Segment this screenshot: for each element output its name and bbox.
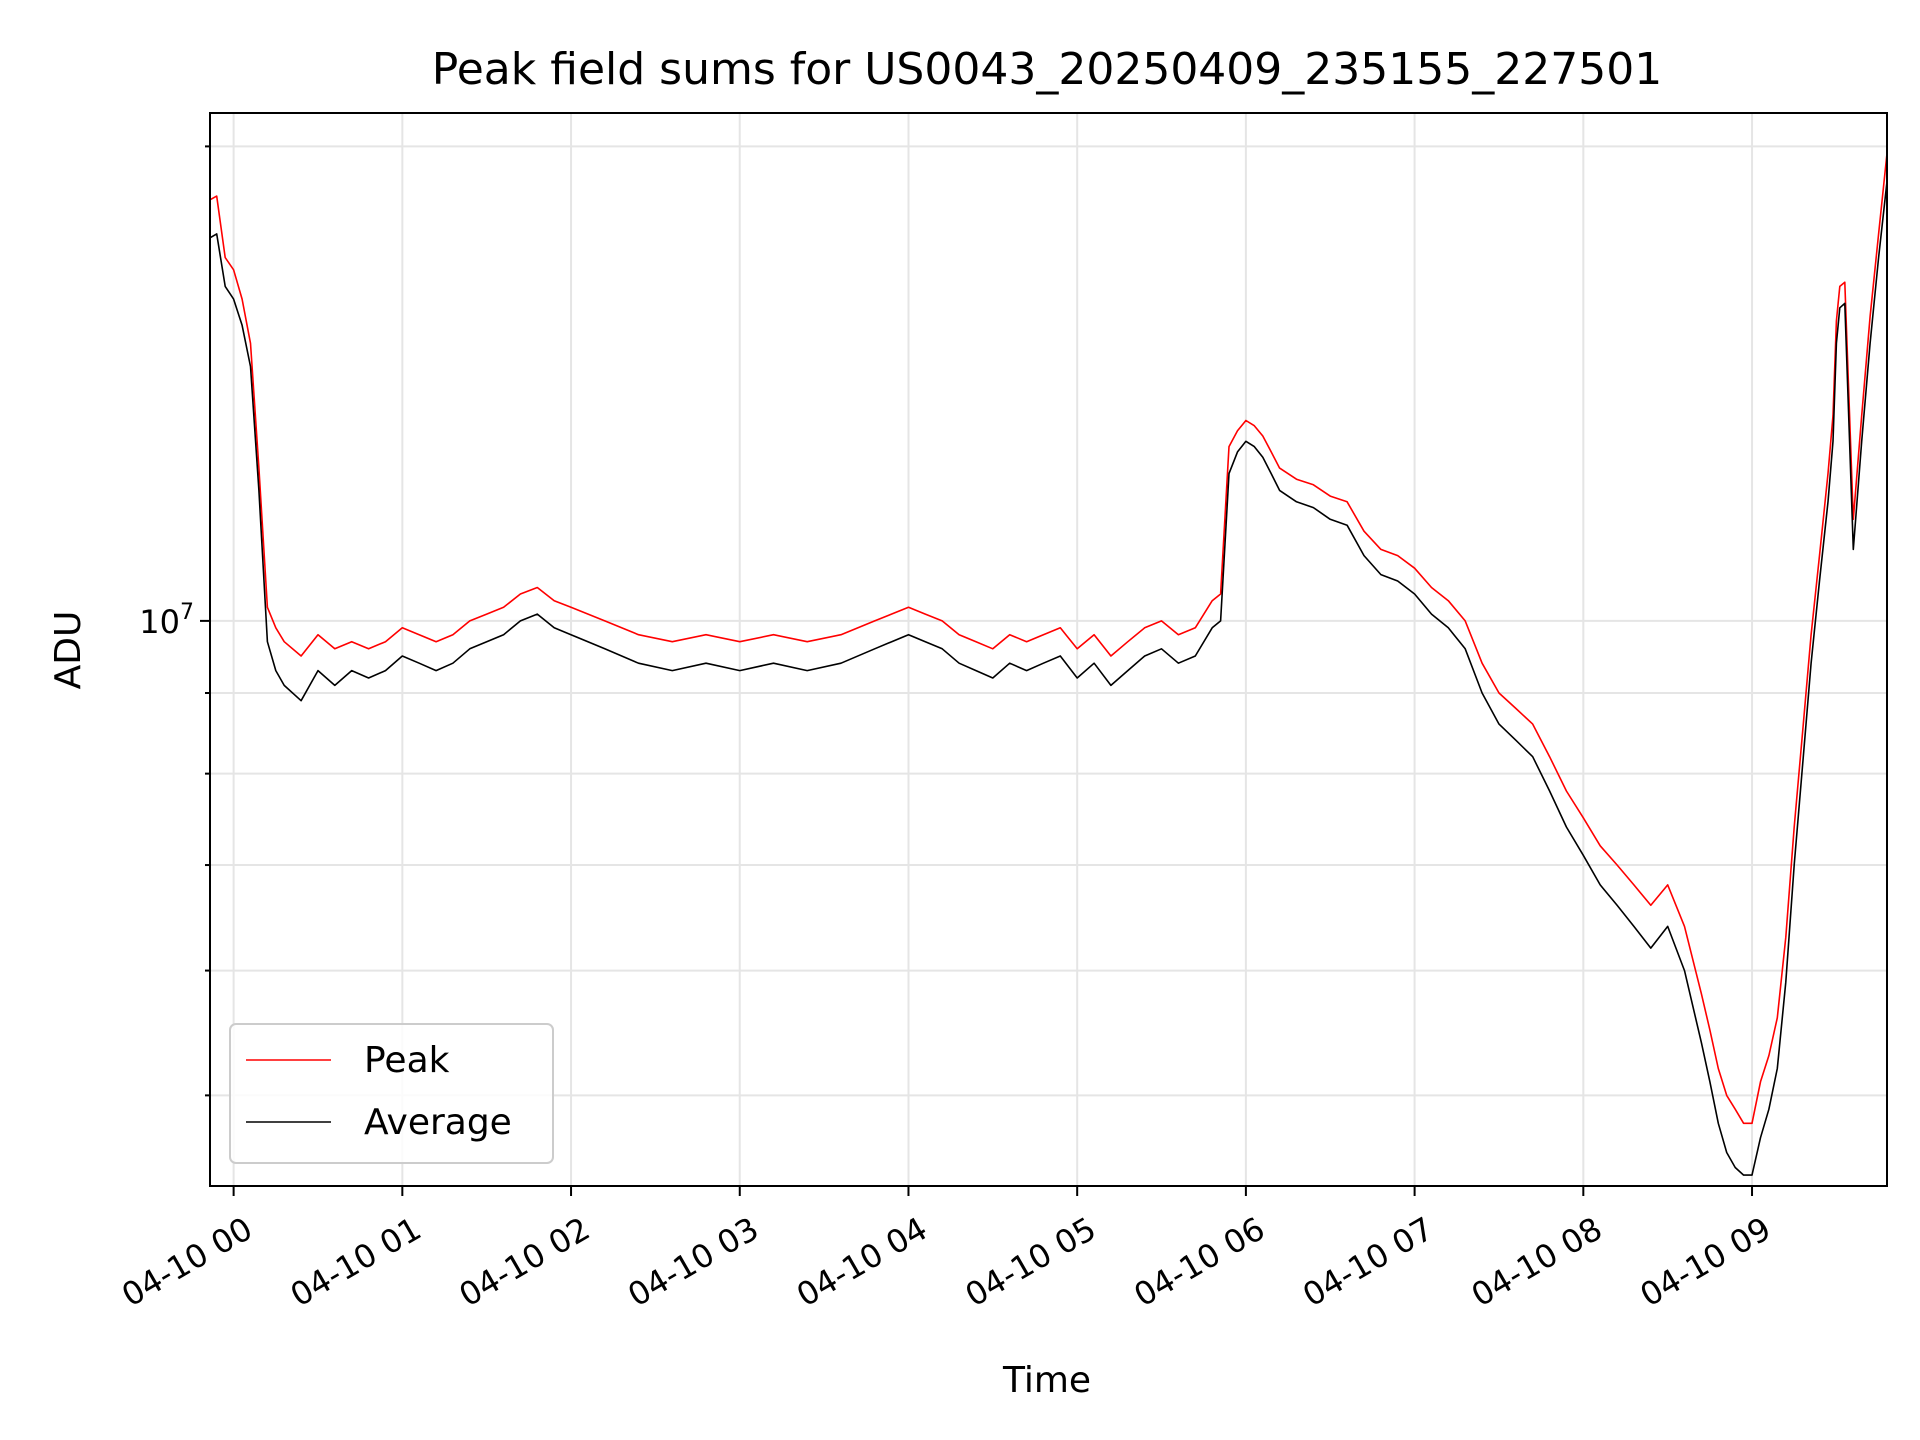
legend-box bbox=[229, 1023, 554, 1164]
y-axis-label: ADU bbox=[48, 611, 89, 690]
legend-label-average: Average bbox=[364, 1102, 512, 1143]
y-tick-label: 107 bbox=[139, 600, 194, 641]
legend: Peak Average bbox=[229, 1023, 554, 1164]
x-axis-label: Time bbox=[1002, 1360, 1091, 1401]
plot-frame bbox=[209, 112, 1888, 1187]
series-lines bbox=[210, 153, 1887, 1176]
series-line-peak bbox=[210, 153, 1887, 1125]
legend-label-peak: Peak bbox=[364, 1040, 450, 1081]
chart-title: Peak field sums for US0043_20250409_2351… bbox=[432, 44, 1662, 95]
series-line-average bbox=[210, 181, 1887, 1176]
